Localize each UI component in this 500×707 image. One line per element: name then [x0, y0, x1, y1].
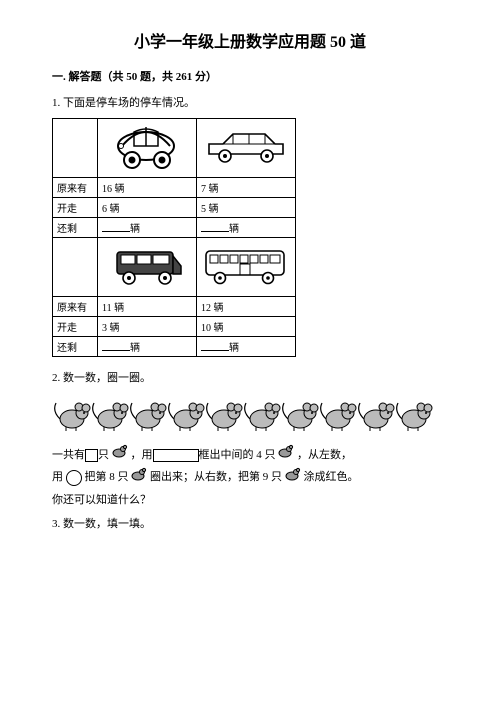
row-left2: 开走: [53, 317, 98, 337]
mouse-icon: [112, 444, 128, 466]
row-remain2: 还剩: [53, 337, 98, 357]
mouse-icon: [131, 467, 147, 489]
q1-num: 1.: [52, 97, 60, 109]
t1-orig-1: 7 辆: [197, 178, 296, 198]
row-orig: 原来有: [53, 178, 98, 198]
t2-orig-0: 11 辆: [98, 297, 197, 317]
mice-row: [52, 393, 448, 440]
q2-head: 2. 数一数，圈一圈。: [52, 369, 448, 385]
t2-left-1: 10 辆: [197, 317, 296, 337]
t2-remain-0[interactable]: 辆: [98, 337, 197, 357]
parking-table-1: 原来有 16 辆 7 辆 开走 6 辆 5 辆 还剩 辆 辆: [52, 118, 296, 357]
blank-box-icon[interactable]: [85, 449, 98, 462]
row-orig2: 原来有: [53, 297, 98, 317]
car-image-beetle: [98, 119, 197, 178]
car-image-van: [98, 238, 197, 297]
q3-num: 3.: [52, 518, 60, 530]
car-image-suv: [197, 119, 296, 178]
t1-remain-0[interactable]: 辆: [98, 218, 197, 238]
t1-left-1: 5 辆: [197, 198, 296, 218]
blank-rect-icon[interactable]: [153, 449, 199, 462]
q3-head: 3. 数一数，填一填。: [52, 515, 448, 531]
t1-remain-1[interactable]: 辆: [197, 218, 296, 238]
q1-text: 1. 下面是停车场的停车情况。: [52, 94, 448, 110]
t1-orig-0: 16 辆: [98, 178, 197, 198]
t2-left-0: 3 辆: [98, 317, 197, 337]
section-heading: 一. 解答题（共 50 题，共 261 分）: [52, 68, 448, 84]
t1-left-0: 6 辆: [98, 198, 197, 218]
q2-num: 2.: [52, 372, 60, 384]
q2-body: 数一数，圈一圈。: [63, 372, 151, 384]
mouse-icon: [278, 444, 294, 466]
circle-icon[interactable]: [66, 470, 82, 486]
row-remain: 还剩: [53, 218, 98, 238]
q3-body: 数一数，填一填。: [63, 518, 151, 530]
t2-remain-1[interactable]: 辆: [197, 337, 296, 357]
q2-lines: 一共有只 ，用框出中间的 4 只 ，从左数， 用 把第 8 只 圈出来；从右数，…: [52, 444, 448, 511]
q1-body: 下面是停车场的停车情况。: [63, 97, 195, 109]
q2-line3: 你还可以知道什么？: [52, 494, 151, 506]
t2-orig-1: 12 辆: [197, 297, 296, 317]
page-title: 小学一年级上册数学应用题 50 道: [52, 28, 448, 52]
car-image-bus: [197, 238, 296, 297]
row-left: 开走: [53, 198, 98, 218]
mouse-icon: [285, 467, 301, 489]
